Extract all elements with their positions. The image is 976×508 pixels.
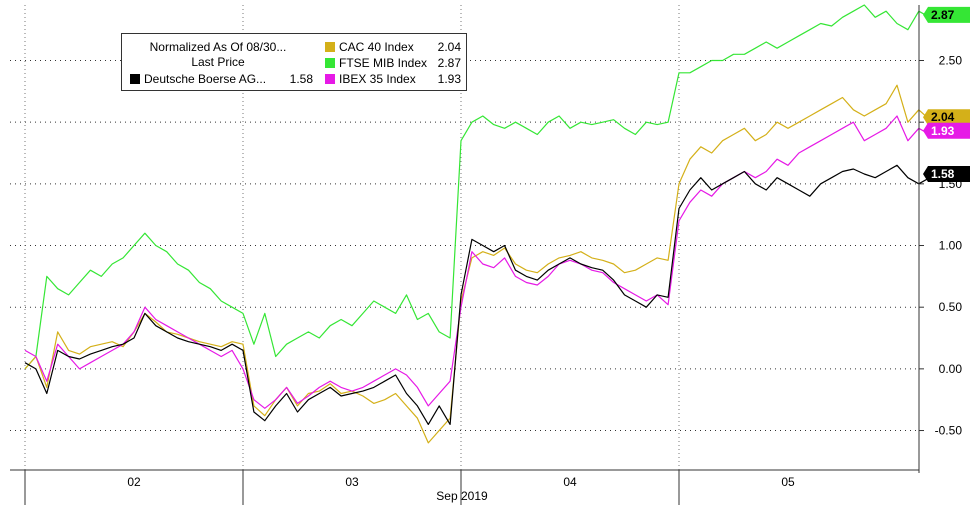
legend-label-cac40: CAC 40 Index: [339, 40, 414, 54]
legend-value-cac40: 2.04: [437, 40, 461, 54]
last-value-tag-text: 2.04: [931, 110, 955, 124]
series-lines: [24, 4, 941, 444]
x-tick-label: 02: [127, 475, 141, 489]
legend-value-ibex35: 1.93: [437, 72, 461, 86]
legend-label-deutsche-boerse: Deutsche Boerse AG...: [144, 72, 267, 86]
x-tick-labels: 02 03 04 05: [127, 475, 795, 489]
x-tick-label: 04: [563, 475, 577, 489]
chart-legend: Normalized As Of 08/30... Last Price Deu…: [121, 33, 467, 91]
last-value-tags: 1.58 2.04 2.87 1.93: [923, 6, 970, 182]
legend-swatch-ftse-mib: [325, 58, 335, 68]
series-line: [24, 4, 941, 370]
legend-label-ibex35: IBEX 35 Index: [339, 72, 416, 86]
last-value-tag: 2.87: [923, 6, 970, 23]
last-value-tag-text: 2.87: [931, 8, 955, 22]
series-line: [24, 84, 941, 444]
y-tick-label: -0.50: [935, 424, 963, 438]
legend-item-deutsche-boerse: Deutsche Boerse AG... 1.58: [130, 71, 313, 87]
last-value-tag-bg: [923, 6, 970, 23]
last-value-tag: 1.93: [923, 122, 970, 139]
legend-swatch-deutsche-boerse: [130, 74, 140, 84]
last-value-tag: 2.04: [923, 109, 970, 126]
legend-value-deutsche-boerse: 1.58: [289, 72, 313, 86]
last-value-tag-bg: [923, 122, 970, 139]
legend-item-cac40: CAC 40 Index 2.04: [325, 39, 461, 55]
axes: [10, 5, 920, 473]
last-value-tag-bg: [923, 109, 970, 126]
y-tick-label: 2.50: [939, 54, 963, 68]
legend-item-ftse-mib: FTSE MIB Index 2.87: [325, 55, 461, 71]
last-value-tag-text: 1.93: [931, 124, 955, 138]
series-line: [24, 164, 941, 425]
x-axis-label: Sep 2019: [436, 489, 488, 503]
day-separators: [24, 5, 680, 505]
gridlines: [10, 60, 924, 432]
y-tick-label: 0.50: [939, 300, 963, 314]
x-tick-label: 03: [345, 475, 359, 489]
legend-swatch-cac40: [325, 42, 335, 52]
last-value-tag-bg: [923, 165, 970, 182]
y-tick-label: 0.00: [939, 362, 963, 376]
legend-item-ibex35: IBEX 35 Index 1.93: [325, 71, 461, 87]
last-value-tag: 1.58: [923, 165, 970, 182]
legend-subheader: Last Price: [191, 55, 245, 69]
y-tick-label: 1.00: [939, 239, 963, 253]
legend-header: Normalized As Of 08/30...: [149, 40, 287, 54]
legend-swatch-ibex35: [325, 74, 335, 84]
legend-value-ftse-mib: 2.87: [437, 56, 461, 70]
x-tick-label: 05: [781, 475, 795, 489]
last-value-tag-text: 1.58: [931, 167, 955, 181]
series-line: [24, 115, 941, 409]
legend-label-ftse-mib: FTSE MIB Index: [339, 56, 428, 70]
